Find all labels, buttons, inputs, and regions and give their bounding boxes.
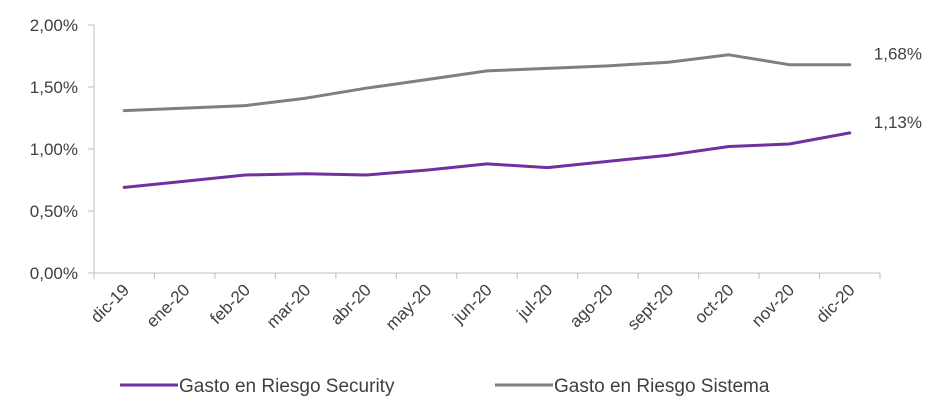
y-tick-label: 1,50% xyxy=(30,78,78,97)
x-tick-label: jul-20 xyxy=(513,280,557,324)
x-tick-label: oct-20 xyxy=(691,280,738,327)
y-tick-label: 1,00% xyxy=(30,140,78,159)
x-tick-label: may-20 xyxy=(382,280,436,334)
x-tick-label: ago-20 xyxy=(566,280,617,331)
series-line-1 xyxy=(122,131,852,189)
y-axis-tick-labels: 0,00% 0,50% 1,00% 1,50% 2,00% xyxy=(30,16,78,283)
y-tick-label: 0,50% xyxy=(30,202,78,221)
chart-legend: Gasto en Riesgo Security Gasto en Riesgo … xyxy=(120,376,770,397)
x-axis-tick-labels: dic-19 ene-20 feb-20 mar-20 abr-20 may-20 jun-… xyxy=(87,280,859,334)
x-tick-label: abr-20 xyxy=(327,280,375,328)
x-tick-label: dic-20 xyxy=(812,280,858,326)
y-tick-label: 0,00% xyxy=(30,264,78,283)
x-tick-label: nov-20 xyxy=(748,280,798,330)
x-tick-label: ene-20 xyxy=(143,280,194,331)
series-end-label-2: 1,68% xyxy=(874,45,922,64)
series-end-labels: 1,13% 1,68% xyxy=(874,45,922,132)
x-tick-label: jun-20 xyxy=(448,280,496,328)
x-tick-label: mar-20 xyxy=(263,280,315,332)
series-line-2 xyxy=(122,53,852,113)
legend-label-2: Gasto en Riesgo Sistema xyxy=(554,376,770,397)
x-tick-label: feb-20 xyxy=(206,280,254,328)
x-tick-label: dic-19 xyxy=(87,280,133,326)
chart-series xyxy=(122,53,852,189)
series-end-label-1: 1,13% xyxy=(874,113,922,132)
y-tick-label: 2,00% xyxy=(30,16,78,35)
legend-label-1: Gasto en Riesgo Security xyxy=(179,376,395,397)
chart-axes xyxy=(88,24,881,279)
x-tick-label: sept-20 xyxy=(624,280,678,334)
